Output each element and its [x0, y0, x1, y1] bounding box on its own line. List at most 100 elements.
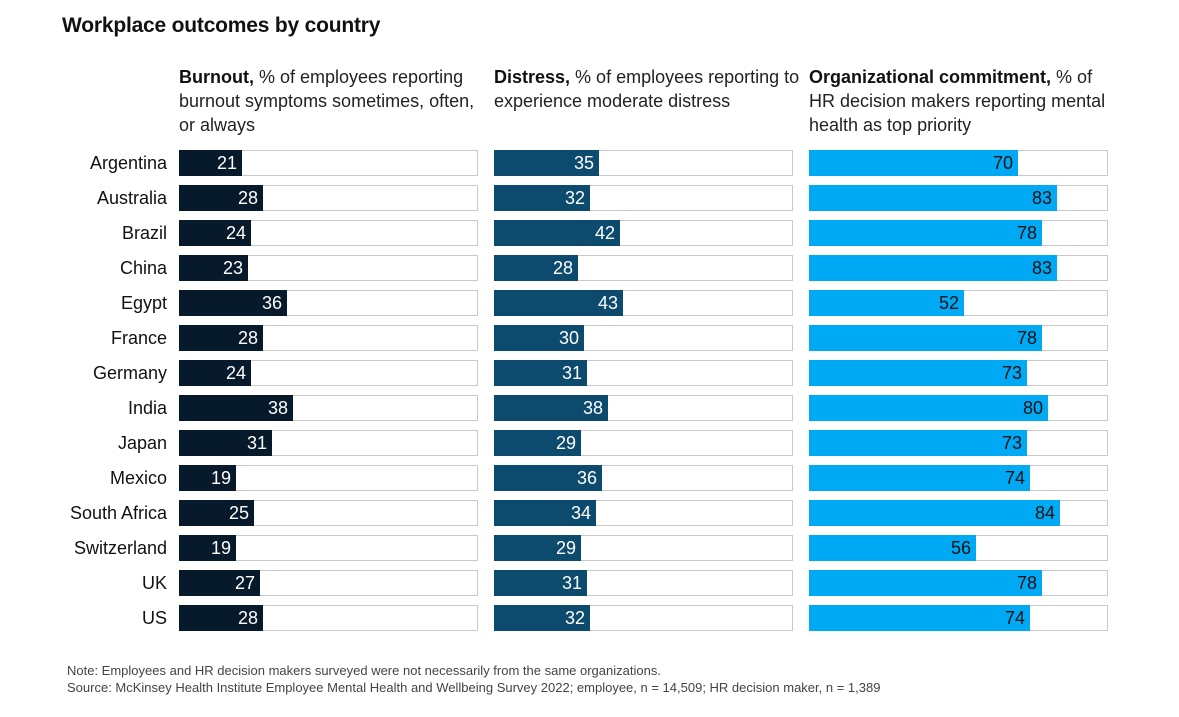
distress-value-label: 32 — [564, 608, 585, 628]
burnout-value-label: 25 — [228, 503, 249, 523]
country-label: Australia — [96, 188, 167, 208]
distress-bar — [494, 535, 581, 561]
burnout-value-label: 28 — [237, 328, 258, 348]
commitment-value-label: 83 — [1031, 188, 1052, 208]
commitment-bar-track: 73 — [809, 430, 1108, 456]
distress-bar — [494, 430, 581, 456]
burnout-bar-track: 24 — [179, 360, 478, 386]
burnout-value-label: 27 — [234, 573, 255, 593]
burnout-bar — [179, 360, 251, 386]
burnout-bar-track: 36 — [179, 290, 478, 316]
commitment-bar-track: 84 — [809, 500, 1108, 526]
commitment-bar-track: 83 — [809, 255, 1108, 281]
commitment-bar-track: 70 — [809, 150, 1108, 176]
burnout-bar-track: 21 — [179, 150, 478, 176]
burnout-bar-track: 19 — [179, 465, 478, 491]
burnout-bar — [179, 395, 293, 421]
burnout-value-label: 21 — [216, 153, 237, 173]
chart-row: South Africa 25 34 84 — [0, 500, 1179, 526]
distress-value-label: 38 — [582, 398, 603, 418]
commitment-bar — [809, 395, 1048, 421]
burnout-value-label: 28 — [237, 608, 258, 628]
country-label: Mexico — [109, 468, 167, 488]
distress-value-label: 43 — [597, 293, 618, 313]
commitment-bar-track: 80 — [809, 395, 1108, 421]
burnout-bar-track: 28 — [179, 185, 478, 211]
burnout-bar — [179, 185, 263, 211]
burnout-bar — [179, 290, 287, 316]
distress-value-label: 28 — [552, 258, 573, 278]
burnout-value-label: 19 — [210, 538, 231, 558]
country-label: China — [119, 258, 167, 278]
distress-bar — [494, 570, 587, 596]
burnout-column-header: Burnout, % of employees reporting burnou… — [179, 65, 489, 137]
chart-row: Egypt 36 43 52 — [0, 290, 1179, 316]
distress-bar — [494, 290, 623, 316]
chart-row: Brazil 24 42 78 — [0, 220, 1179, 246]
distress-bar-track: 29 — [494, 430, 793, 456]
distress-bar-track: 30 — [494, 325, 793, 351]
commitment-value-label: 74 — [1004, 468, 1025, 488]
distress-value-label: 30 — [558, 328, 579, 348]
chart-row: Japan 31 29 73 — [0, 430, 1179, 456]
distress-bar — [494, 325, 584, 351]
commitment-bar-track: 83 — [809, 185, 1108, 211]
burnout-value-label: 24 — [225, 363, 246, 383]
commitment-value-label: 73 — [1001, 433, 1022, 453]
distress-bar-track: 43 — [494, 290, 793, 316]
commitment-bar — [809, 360, 1027, 386]
distress-bar-track: 36 — [494, 465, 793, 491]
burnout-value-label: 19 — [210, 468, 231, 488]
commitment-bar-track: 78 — [809, 325, 1108, 351]
distress-bar — [494, 185, 590, 211]
commitment-value-label: 78 — [1016, 573, 1037, 593]
distress-bar-track: 31 — [494, 570, 793, 596]
distress-bar — [494, 360, 587, 386]
burnout-bar-track: 31 — [179, 430, 478, 456]
commitment-value-label: 80 — [1022, 398, 1043, 418]
burnout-bar — [179, 150, 242, 176]
source-text: Source: McKinsey Health Institute Employ… — [67, 680, 881, 695]
burnout-bar-track: 27 — [179, 570, 478, 596]
commitment-value-label: 84 — [1034, 503, 1055, 523]
burnout-bar — [179, 465, 236, 491]
burnout-bar-track: 23 — [179, 255, 478, 281]
distress-value-label: 29 — [555, 433, 576, 453]
commitment-bar — [809, 185, 1057, 211]
burnout-bar-track: 38 — [179, 395, 478, 421]
distress-bar-track: 31 — [494, 360, 793, 386]
chart-row: France 28 30 78 — [0, 325, 1179, 351]
distress-bar-track: 35 — [494, 150, 793, 176]
distress-value-label: 42 — [594, 223, 615, 243]
commitment-bar — [809, 290, 964, 316]
commitment-bar — [809, 570, 1042, 596]
distress-value-label: 29 — [555, 538, 576, 558]
chart-footnote: Note: Employees and HR decision makers s… — [67, 662, 880, 696]
commitment-bar-track: 78 — [809, 570, 1108, 596]
burnout-value-label: 23 — [222, 258, 243, 278]
chart-row: UK 27 31 78 — [0, 570, 1179, 596]
country-label: Brazil — [121, 223, 167, 243]
distress-value-label: 35 — [573, 153, 594, 173]
distress-header-bold: Distress, — [494, 67, 571, 87]
distress-bar-track: 32 — [494, 605, 793, 631]
commitment-value-label: 78 — [1016, 328, 1037, 348]
distress-value-label: 36 — [576, 468, 597, 488]
burnout-bar-track: 28 — [179, 325, 478, 351]
burnout-bar — [179, 570, 260, 596]
chart-row: US 28 32 74 — [0, 605, 1179, 631]
country-label: Egypt — [120, 293, 167, 313]
burnout-value-label: 31 — [246, 433, 267, 453]
chart-row: India 38 38 80 — [0, 395, 1179, 421]
burnout-bar — [179, 325, 263, 351]
distress-value-label: 34 — [570, 503, 591, 523]
chart-row: Germany 24 31 73 — [0, 360, 1179, 386]
commitment-bar — [809, 220, 1042, 246]
distress-bar-track: 32 — [494, 185, 793, 211]
distress-bar — [494, 150, 599, 176]
distress-value-label: 31 — [561, 573, 582, 593]
commitment-bar — [809, 535, 976, 561]
distress-bar-track: 42 — [494, 220, 793, 246]
commitment-column-header: Organizational commitment, % of HR decis… — [809, 65, 1119, 137]
commitment-bar-track: 78 — [809, 220, 1108, 246]
